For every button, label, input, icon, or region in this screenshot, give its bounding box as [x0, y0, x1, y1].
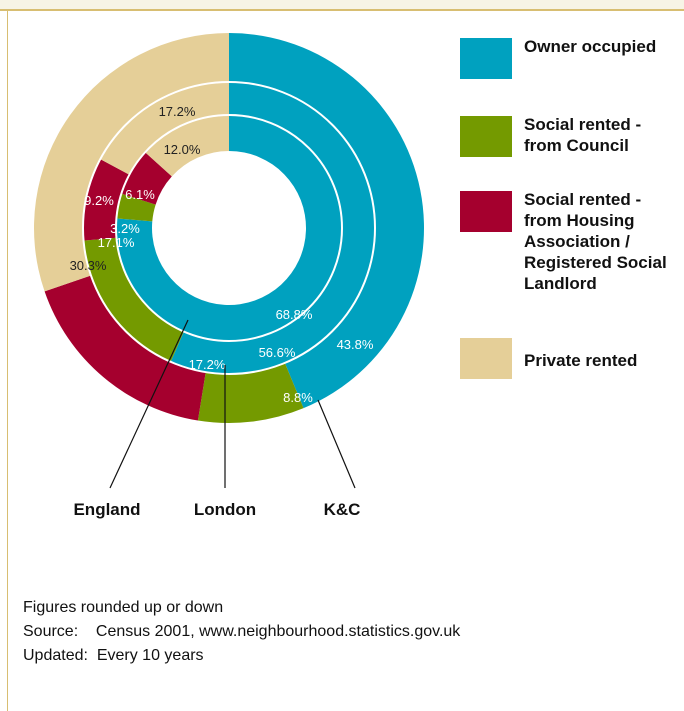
value-label-london-2: 17.1%: [98, 235, 135, 250]
slice-london-social-rented-from-housing-ass: [83, 159, 130, 241]
value-label-k-c-1: 43.8%: [337, 337, 374, 352]
footer-source: Source: Census 2001, www.neighbourhood.s…: [23, 622, 460, 642]
legend-label-social-housing-association: Social rented - from Housing Association…: [524, 190, 667, 293]
top-frame-bar: [0, 0, 684, 11]
legend-label-private-rented: Private rented: [524, 351, 638, 370]
slice-england-social-rented-from-council: [116, 193, 156, 222]
tenure-donut-chart: 43.8% 8.8% 17.2% 30.3% 56.6% 17.1% 9.2% 17.2% 68…: [34, 33, 424, 519]
value-label-k-c-2: 8.8%: [283, 390, 313, 405]
ring-separator-1: [82, 81, 376, 375]
legend-label-owner-occupied: Owner occupied: [524, 37, 657, 56]
value-label-k-c-4: 30.3%: [70, 258, 107, 273]
leader-line-england: [109, 319, 189, 489]
leader-line-k-c: [317, 399, 356, 489]
slice-k-c-social-rented-from-council: [197, 362, 304, 423]
value-label-england-1: 68.8%: [276, 307, 313, 322]
footer-updated: Updated: Every 10 years: [23, 646, 204, 666]
footer-updated-text: Every 10 years: [96, 647, 204, 664]
footer-updated-label: Updated:: [23, 647, 88, 664]
ring-label-london: London: [194, 500, 256, 519]
slice-london-private-rented: [100, 82, 229, 175]
slice-k-c-social-rented-from-housing-ass: [44, 275, 206, 421]
legend-swatch-private-rented: [460, 338, 512, 379]
legend-swatch-social-housing-association: [460, 191, 512, 232]
footer-note: Figures rounded up or down: [23, 599, 224, 616]
footer-source-label: Source:: [23, 623, 79, 640]
ring-separator-2: [115, 114, 343, 342]
value-label-england-2: 3.2%: [110, 221, 140, 236]
ring-label-england: England: [73, 500, 140, 519]
slice-england-social-rented-from-housing-ass: [121, 152, 172, 205]
ring-label-k-c: K&C: [324, 500, 361, 519]
legend-swatch-owner-occupied: [460, 38, 512, 79]
slice-england-owner-occupied: [116, 115, 342, 341]
footer-source-text: Census 2001, www.neighbourhood.statistic…: [95, 623, 461, 640]
slice-london-social-rented-from-council: [83, 237, 184, 362]
value-label-england-4: 12.0%: [164, 142, 201, 157]
slice-london-owner-occupied: [170, 82, 375, 374]
value-label-london-1: 56.6%: [259, 345, 296, 360]
left-frame-line: [7, 9, 8, 711]
value-label-london-3: 9.2%: [84, 193, 114, 208]
value-label-k-c-3: 17.2%: [189, 357, 226, 372]
legend-swatch-social-council: [460, 116, 512, 157]
value-label-england-3: 6.1%: [125, 187, 155, 202]
slice-england-private-rented: [145, 115, 229, 177]
slice-k-c-owner-occupied: [229, 33, 424, 409]
value-label-london-4: 17.2%: [159, 104, 196, 119]
legend-label-social-council: Social rented - from Council: [524, 115, 642, 155]
